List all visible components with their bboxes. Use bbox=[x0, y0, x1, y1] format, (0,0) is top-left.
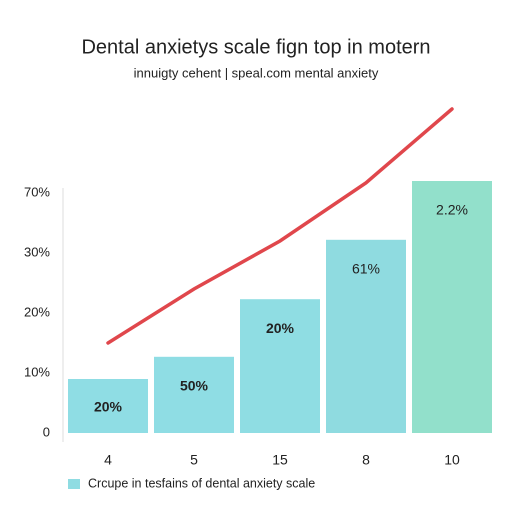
chart-subtitle: innuigty cehent | speal.com mental anxie… bbox=[134, 65, 379, 80]
bar-annotation: 61% bbox=[352, 261, 380, 277]
legend-swatch bbox=[68, 479, 80, 489]
bar-annotation: 2.2% bbox=[436, 202, 468, 218]
x-tick-label: 5 bbox=[190, 452, 198, 468]
bar bbox=[240, 299, 320, 433]
legend-label: Crcupe in tesfains of dental anxiety sca… bbox=[88, 476, 315, 490]
x-tick-label: 8 bbox=[362, 452, 370, 468]
bar-annotation: 50% bbox=[180, 378, 209, 394]
y-tick-label: 70% bbox=[24, 184, 50, 199]
line bbox=[106, 107, 454, 345]
y-tick-label: 10% bbox=[24, 364, 50, 379]
bar-annotation: 20% bbox=[94, 399, 123, 415]
bar bbox=[412, 181, 492, 433]
x-tick-label: 15 bbox=[272, 452, 288, 468]
chart-title: Dental anxietys scale fign top in motern bbox=[81, 36, 430, 58]
x-tick-label: 4 bbox=[104, 452, 112, 468]
y-tick-label: 30% bbox=[24, 244, 50, 259]
x-tick-label: 10 bbox=[444, 452, 460, 468]
bar-annotation: 20% bbox=[266, 320, 295, 336]
y-tick-label: 20% bbox=[24, 304, 50, 319]
bar bbox=[154, 356, 234, 433]
bar bbox=[68, 379, 148, 433]
y-tick-label: 0 bbox=[43, 424, 50, 439]
bar bbox=[326, 239, 406, 433]
